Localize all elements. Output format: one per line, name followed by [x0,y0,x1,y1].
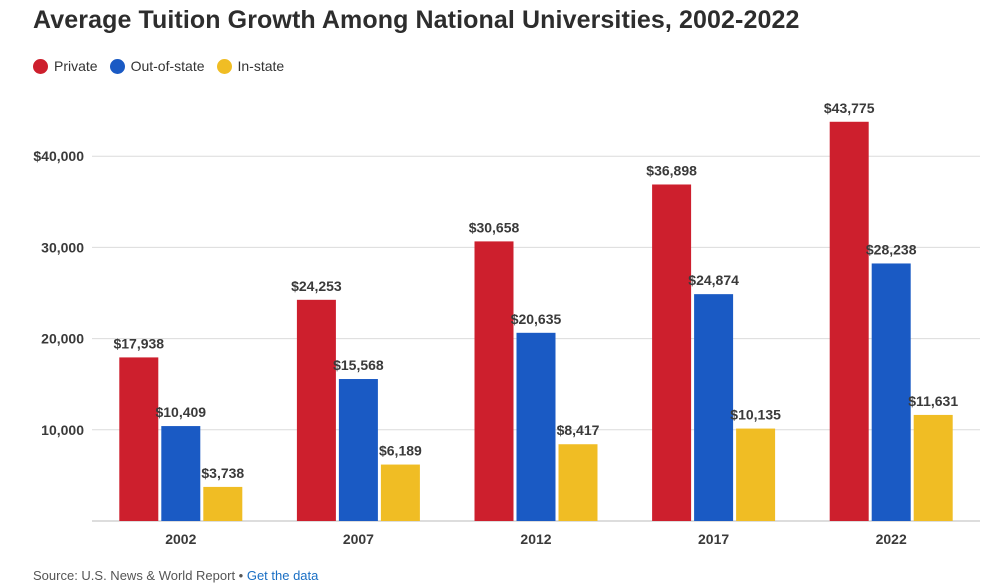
legend-item-out-of-state[interactable]: Out-of-state [109,58,205,74]
x-tick-label: 2007 [343,531,374,547]
data-label: $10,409 [155,404,206,420]
data-label: $28,238 [866,241,917,257]
data-label: $6,189 [379,443,422,459]
bar-private-2012 [474,241,514,521]
bar-private-2022 [829,121,869,521]
legend: Private Out-of-state In-state [33,58,296,74]
data-label: $15,568 [333,357,384,373]
legend-label-out-of-state: Out-of-state [130,58,205,74]
data-label: $30,658 [469,219,520,235]
x-tick-label: 2012 [520,531,551,547]
bar-private-2017 [652,184,692,521]
bar-out-of-state-2002 [161,426,201,521]
source-text: Source: U.S. News & World Report • [33,568,247,583]
legend-swatch-out-of-state [109,58,125,74]
data-label: $11,631 [908,393,958,409]
bar-private-2002 [119,357,159,521]
data-label: $43,775 [824,100,875,116]
bar-in-state-2022 [913,414,953,521]
data-label: $24,874 [688,272,739,288]
y-tick-label: 10,000 [41,422,84,438]
bar-in-state-2017 [736,428,776,521]
bar-private-2007 [296,299,336,521]
bar-out-of-state-2007 [338,379,378,521]
legend-item-in-state[interactable]: In-state [216,58,285,74]
bar-out-of-state-2022 [871,263,911,521]
x-tick-label: 2017 [698,531,729,547]
data-label: $8,417 [557,422,600,438]
y-tick-label: 30,000 [41,239,84,255]
data-label: $17,938 [113,335,164,351]
legend-label-private: Private [54,58,98,74]
data-label: $20,635 [511,311,562,327]
bar-chart: 10,000 20,000 30,000 $40,000 $17,938 $10,409 $… [33,100,980,547]
get-the-data-link[interactable]: Get the data [246,568,319,583]
legend-label-in-state: In-state [237,58,285,74]
source-line: Source: U.S. News & World Report • Get t… [33,568,318,583]
y-tick-label: 20,000 [41,331,84,347]
bar-out-of-state-2017 [694,294,734,521]
bar-in-state-2012 [558,444,598,521]
data-label: $10,135 [730,407,781,423]
x-tick-label: 2022 [876,531,907,547]
y-tick-label: $40,000 [33,148,84,164]
legend-swatch-private [33,58,48,74]
legend-item-private[interactable]: Private [33,58,98,74]
data-label: $36,898 [646,162,697,178]
data-label: $3,738 [201,465,244,481]
data-label: $24,253 [291,278,342,294]
legend-swatch-in-state [216,58,232,74]
bar-out-of-state-2012 [516,332,556,521]
chart-title: Average Tuition Growth Among National Un… [33,6,800,34]
bar-in-state-2002 [203,486,243,521]
x-tick-label: 2002 [165,531,196,547]
bar-in-state-2007 [380,464,420,521]
